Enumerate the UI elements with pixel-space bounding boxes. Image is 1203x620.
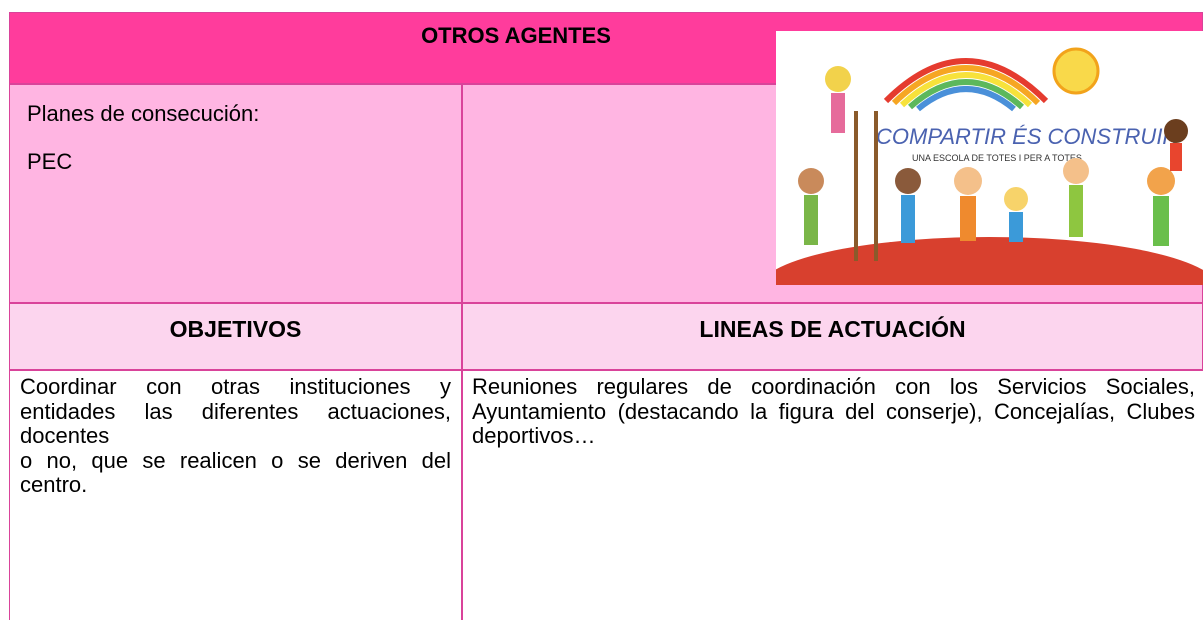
actions-cell: Reuniones regulares de coordinación con …	[462, 370, 1203, 620]
objective-line: Coordinar con otras instituciones y	[20, 374, 451, 399]
objective-line: entidades las diferentes actuaciones, do…	[20, 398, 451, 448]
rainbow	[891, 65, 1041, 106]
image-title: COMPARTIR ÉS CONSTRUIR	[876, 124, 1178, 149]
plans-cell: Planes de consecución: PEC	[9, 84, 462, 303]
rainbow	[908, 79, 1024, 110]
column-header: LINEAS DE ACTUACIÓN	[462, 303, 1203, 370]
children	[798, 66, 1188, 261]
ground	[776, 237, 1203, 285]
illustration: COMPARTIR ÉS CONSTRUIR UNA ESCOLA DE TOT…	[776, 31, 1203, 285]
plans-value: PEC	[27, 149, 73, 174]
rainbow	[883, 58, 1049, 104]
rainbow	[916, 86, 1016, 112]
sun	[1052, 47, 1100, 95]
rainbow	[899, 72, 1033, 108]
objectives-cell: Coordinar con otras instituciones y enti…	[9, 370, 462, 620]
column-header: OBJETIVOS	[9, 303, 462, 370]
objective-line: o no, que se realicen o se deriven del c…	[20, 447, 451, 497]
plans-label: Planes de consecución:	[27, 101, 260, 126]
image-subtitle: UNA ESCOLA DE TOTES I PER A TOTES	[912, 153, 1082, 163]
